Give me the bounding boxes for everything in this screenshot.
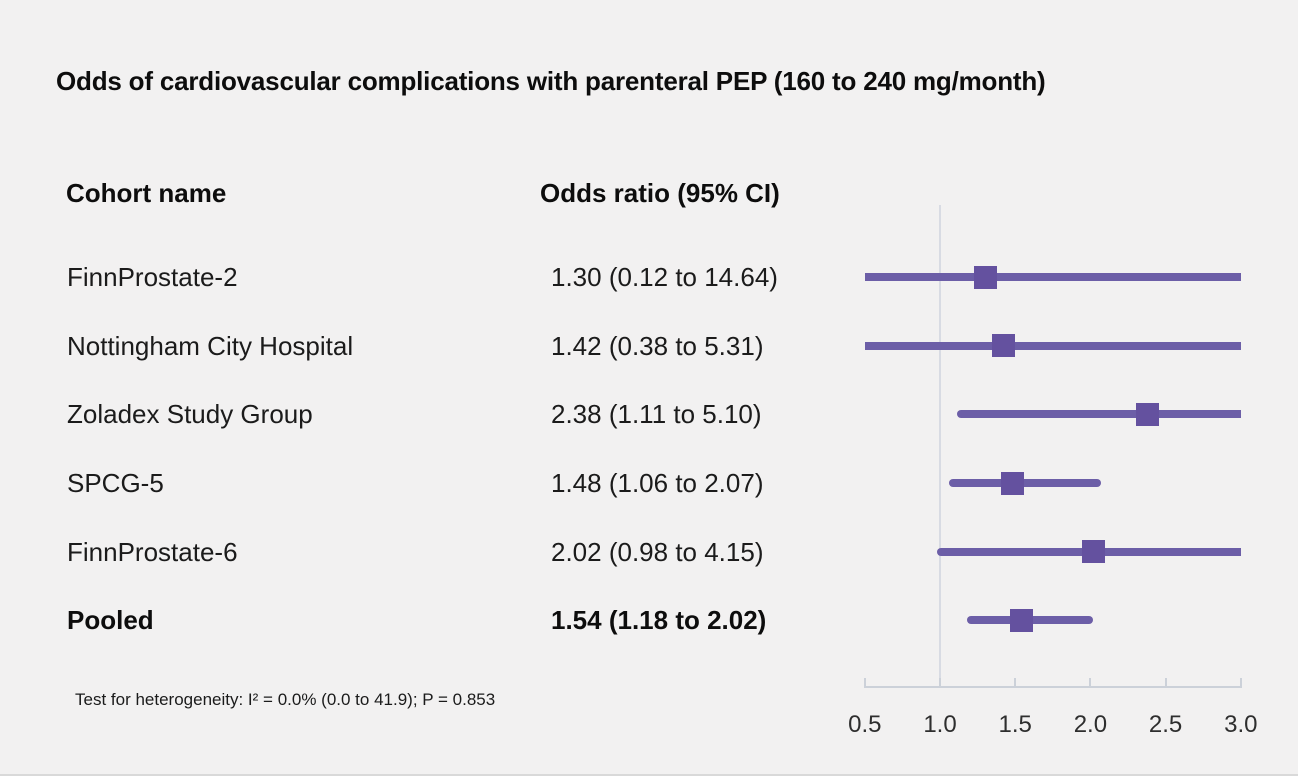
column-header-odds-ratio: Odds ratio (95% CI) — [540, 178, 780, 208]
odds-ratio-value: 1.54 (1.18 to 2.02) — [551, 605, 767, 635]
or-marker — [1136, 402, 1160, 426]
column-header-cohort: Cohort name — [66, 178, 227, 208]
or-marker — [1000, 471, 1024, 495]
odds-ratio-value: 2.38 (1.11 to 5.10) — [551, 399, 762, 429]
axis-tick — [1239, 678, 1242, 687]
axis-tick — [1164, 678, 1167, 687]
axis-tick-label: 1.5 — [998, 711, 1032, 738]
axis-tick — [1089, 678, 1092, 687]
axis-tick-label: 2.5 — [1148, 711, 1183, 738]
reference-line — [939, 205, 941, 686]
or-marker — [973, 265, 997, 289]
or-marker — [1081, 540, 1105, 563]
odds-ratio-value: 1.42 (0.38 to 5.31) — [551, 331, 764, 361]
axis-tick — [863, 678, 866, 687]
ci-line — [967, 616, 1094, 624]
cohort-name: Nottingham City Hospital — [67, 331, 354, 361]
odds-ratio-value: 1.48 (1.06 to 2.07) — [551, 468, 764, 498]
or-marker — [991, 334, 1015, 357]
ci-line — [949, 479, 1101, 487]
cohort-name: Zoladex Study Group — [67, 399, 313, 429]
axis-tick — [939, 678, 941, 687]
table-row: Nottingham City Hospital 1.42 (0.38 to 5… — [0, 329, 830, 363]
cohort-name: Pooled — [67, 605, 154, 635]
odds-ratio-value: 1.30 (0.12 to 14.64) — [551, 262, 778, 292]
ci-line — [956, 410, 1241, 418]
axis-line — [863, 686, 1242, 688]
table-row: SPCG-5 1.48 (1.06 to 2.07) — [0, 466, 830, 500]
cohort-name: SPCG-5 — [67, 468, 164, 498]
axis-tick-label: 1.0 — [923, 711, 957, 738]
table-row: Zoladex Study Group 2.38 (1.11 to 5.10) — [0, 397, 830, 431]
axis-tick-label: 2.0 — [1073, 711, 1108, 738]
axis-tick-label: 3.0 — [1224, 711, 1258, 738]
ci-line — [936, 547, 1241, 556]
cohort-name: FinnProstate-6 — [67, 537, 238, 567]
cohort-name: FinnProstate-2 — [67, 262, 238, 292]
table-row: FinnProstate-6 2.02 (0.98 to 4.15) — [0, 535, 830, 569]
table-row-pooled: Pooled 1.54 (1.18 to 2.02) — [0, 603, 830, 637]
heterogeneity-footnote: Test for heterogeneity: I² = 0.0% (0.0 t… — [75, 690, 496, 709]
chart-title: Odds of cardiovascular complications wit… — [56, 66, 1046, 96]
axis-tick — [1014, 678, 1017, 687]
axis-tick-label: 0.5 — [848, 711, 882, 738]
ci-line — [864, 341, 1241, 350]
ci-line — [864, 273, 1241, 281]
table-row: FinnProstate-2 1.30 (0.12 to 14.64) — [0, 260, 830, 294]
or-marker — [1009, 608, 1033, 632]
odds-ratio-value: 2.02 (0.98 to 4.15) — [551, 537, 764, 567]
